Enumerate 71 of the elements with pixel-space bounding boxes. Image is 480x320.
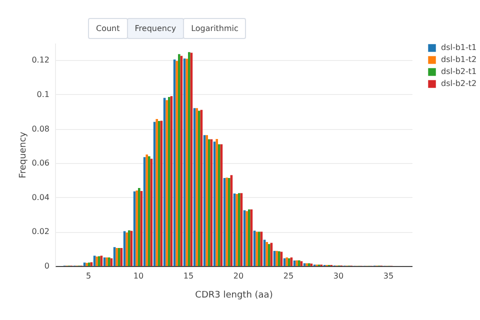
- y-tick-label: 0.1: [36, 90, 50, 99]
- bar: [288, 258, 290, 266]
- x-tick-label: 20: [233, 272, 244, 280]
- bar: [106, 257, 108, 266]
- legend-label: dsl-b2-t2: [441, 79, 477, 88]
- y-axis-title: Frequency: [18, 131, 29, 178]
- y-tick-label: 0.12: [32, 56, 50, 65]
- bar: [148, 156, 150, 266]
- bar: [146, 154, 148, 266]
- bar: [116, 248, 118, 266]
- bar: [248, 209, 250, 266]
- bar: [168, 97, 170, 266]
- y-tick-label: 0.08: [32, 124, 50, 134]
- bar: [128, 230, 130, 266]
- bar: [166, 100, 168, 266]
- x-tick-label: 15: [183, 272, 194, 280]
- bar: [258, 232, 260, 266]
- bar: [308, 263, 310, 266]
- bar: [256, 232, 258, 266]
- bar: [266, 242, 268, 266]
- legend-label: dsl-b1-t2: [441, 55, 477, 64]
- y-tick-label: 0.02: [32, 227, 50, 236]
- bar: [206, 135, 208, 266]
- bar: [138, 188, 140, 266]
- x-tick-label: 5: [86, 272, 92, 280]
- bar: [218, 144, 220, 266]
- y-tick-label: 0.04: [32, 192, 50, 202]
- bar: [178, 54, 180, 266]
- bar: [286, 257, 288, 266]
- bar: [216, 139, 218, 266]
- bar: [176, 60, 178, 266]
- bar: [238, 193, 240, 266]
- bar: [228, 178, 230, 266]
- y-tick-label: 0: [44, 262, 50, 270]
- x-tick-label: 25: [283, 272, 294, 280]
- x-tick-label: 35: [383, 272, 394, 280]
- bar: [118, 248, 120, 266]
- bar: [98, 256, 100, 266]
- bar: [226, 178, 228, 266]
- bar: [188, 52, 190, 266]
- bar: [88, 262, 90, 266]
- legend-label: dsl-b1-t1: [441, 43, 477, 52]
- bar: [198, 110, 200, 266]
- y-tick-label: 0.06: [32, 158, 50, 168]
- bar: [208, 139, 210, 266]
- bar: [186, 58, 188, 266]
- bar: [306, 263, 308, 266]
- bar: [156, 118, 158, 266]
- text: Frequency: [126, 18, 184, 39]
- bar: [276, 250, 278, 266]
- x-tick-label: 30: [333, 272, 344, 280]
- bar: [96, 256, 98, 266]
- bar: [136, 190, 138, 266]
- bar: [278, 251, 280, 266]
- bar: [158, 121, 160, 266]
- bar: [268, 244, 270, 266]
- bar: [86, 262, 88, 266]
- bar: [90, 262, 93, 266]
- text: Count: [88, 18, 128, 39]
- x-tick-label: 10: [133, 272, 144, 280]
- bar: [300, 261, 303, 266]
- bar: [298, 260, 300, 266]
- bar: [246, 211, 248, 266]
- bar: [126, 232, 128, 266]
- bar: [196, 108, 198, 266]
- bar: [236, 194, 238, 266]
- legend-label: dsl-b2-t1: [441, 67, 477, 76]
- x-axis-title: CDR3 length (aa): [195, 290, 273, 300]
- bar: [108, 257, 110, 266]
- text: Logarithmic: [183, 18, 246, 39]
- bar: [296, 260, 298, 266]
